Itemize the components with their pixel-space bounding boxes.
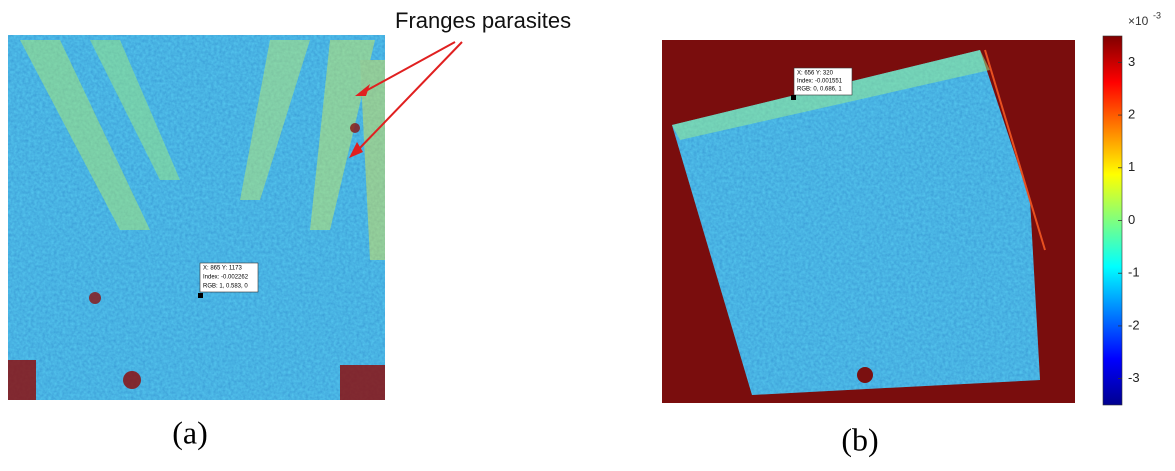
panel-a-image [8,35,385,400]
colorbar-tick-label: -3 [1128,370,1140,385]
datatip-text: RGB: 0, 0.686, 1 [797,87,842,93]
colorbar-tick-label: 3 [1128,54,1135,69]
datatip-b: X: 656 Y: 320 Index: -0.001551 RGB: 0, 0… [791,67,853,100]
colorbar-tick-label: 1 [1128,159,1135,174]
datatip-a: X: 865 Y: 1173 Index: -0.002262 RGB: 1, … [198,262,259,298]
datatip-text: X: 865 Y: 1173 [203,266,242,272]
colorbar-tick-label: 0 [1128,212,1135,227]
colorbar: ×10 -3 -3 -2 -1 0 1 2 3 [1102,10,1161,406]
colorbar-tick-label: -2 [1128,317,1140,332]
datatip-text: Index: -0.001551 [797,79,843,85]
datatip-text: RGB: 1, 0.583, 0 [203,284,248,290]
datatip-text: X: 656 Y: 320 [797,71,834,77]
colorbar-multiplier: ×10 [1128,14,1149,28]
colorbar-tick-label: -1 [1128,265,1140,280]
colorbar-tick-label: 2 [1128,107,1135,122]
datatip-text: Index: -0.002262 [203,275,249,281]
annotation-arrows [349,41,463,158]
panel-label: (b) [841,421,878,457]
colorbar-exponent: -3 [1153,10,1161,20]
panel-label: (a) [172,414,208,450]
annotation: Franges parasites [395,8,571,33]
panel-b-image [662,40,1075,403]
